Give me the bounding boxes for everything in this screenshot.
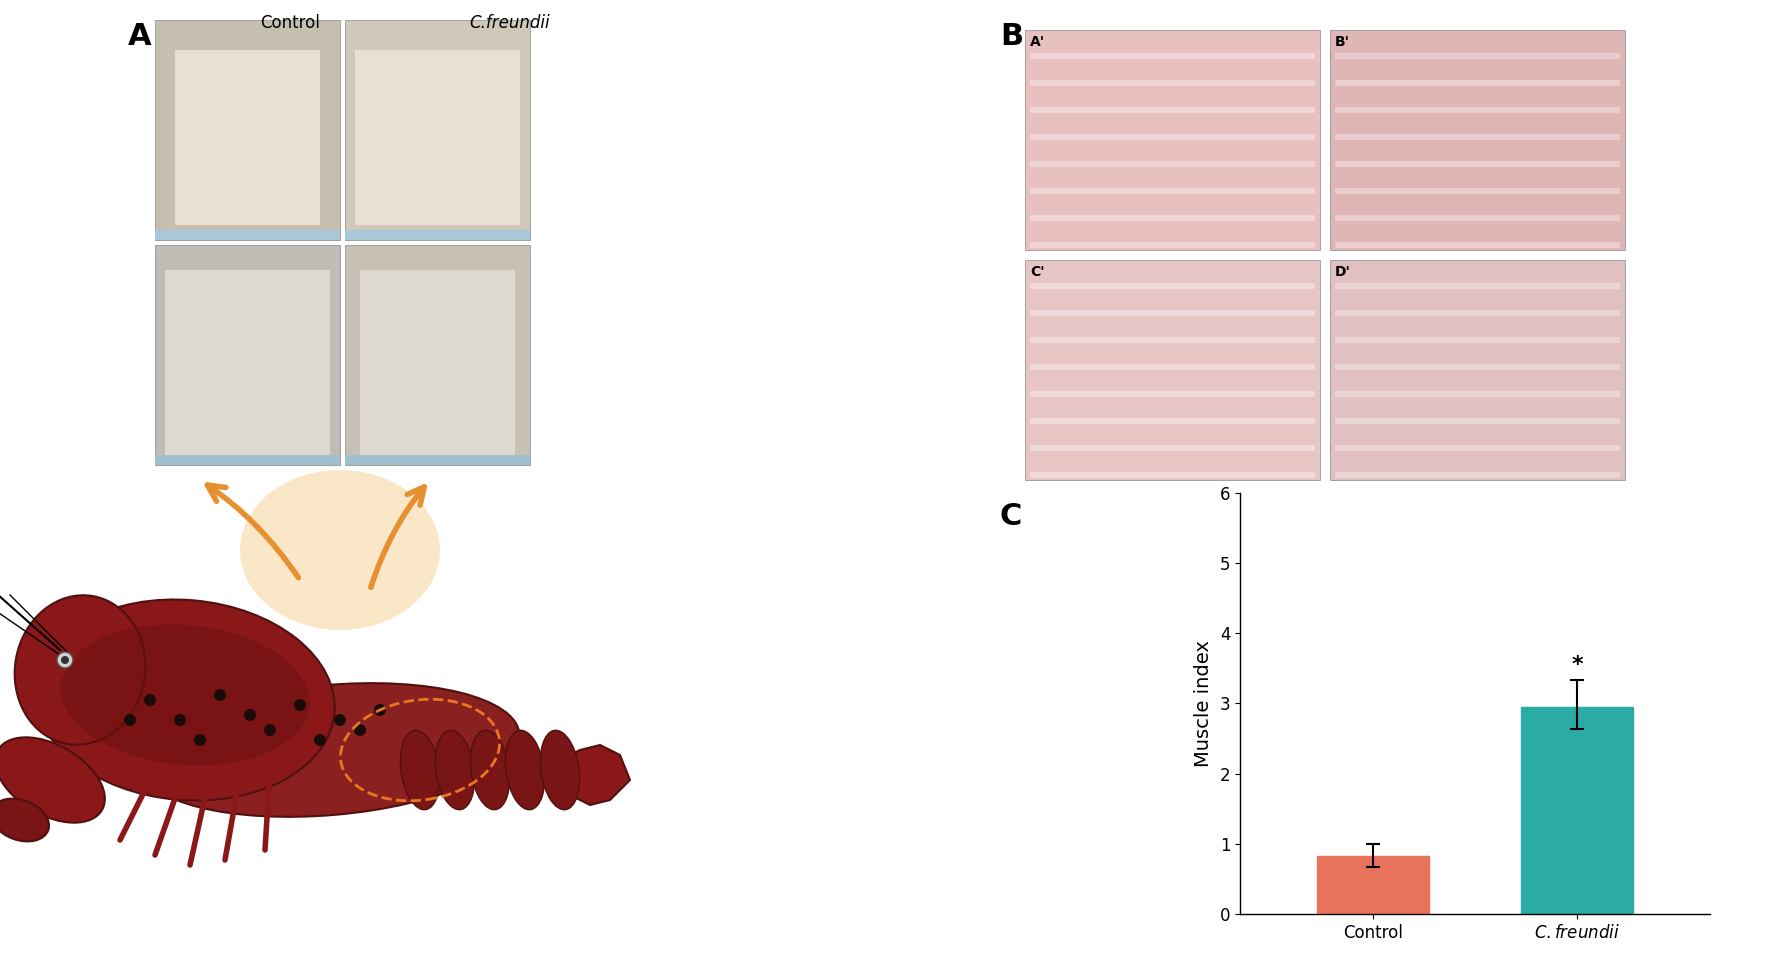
- Bar: [1030, 134, 1315, 140]
- Circle shape: [354, 724, 367, 736]
- Bar: [154, 20, 340, 240]
- Bar: [1334, 161, 1620, 167]
- Bar: [1030, 215, 1315, 221]
- Bar: [154, 455, 340, 465]
- Ellipse shape: [436, 730, 475, 809]
- Bar: [346, 20, 530, 240]
- Bar: [1030, 80, 1315, 86]
- Bar: [154, 245, 340, 465]
- Text: Control: Control: [260, 14, 321, 32]
- Bar: [1030, 310, 1315, 316]
- Bar: [1331, 260, 1625, 480]
- Bar: [1334, 80, 1620, 86]
- Circle shape: [174, 714, 186, 726]
- Ellipse shape: [505, 730, 544, 809]
- Ellipse shape: [470, 730, 510, 809]
- Bar: [1334, 472, 1620, 478]
- Circle shape: [57, 652, 73, 668]
- Bar: [1334, 107, 1620, 113]
- Bar: [1030, 107, 1315, 113]
- Bar: [346, 230, 530, 240]
- Text: C': C': [1030, 265, 1045, 279]
- Bar: [346, 245, 530, 465]
- Text: D': D': [1334, 265, 1350, 279]
- Bar: [165, 270, 330, 455]
- Bar: [1334, 283, 1620, 289]
- Bar: [1334, 364, 1620, 370]
- Bar: [1030, 445, 1315, 451]
- Y-axis label: Muscle index: Muscle index: [1194, 640, 1214, 767]
- Ellipse shape: [0, 799, 50, 841]
- Bar: [1030, 337, 1315, 343]
- Bar: [1030, 418, 1315, 424]
- Circle shape: [144, 694, 156, 706]
- Circle shape: [60, 656, 69, 664]
- Bar: [354, 50, 519, 225]
- Circle shape: [264, 724, 276, 736]
- Ellipse shape: [540, 730, 579, 809]
- Bar: [1334, 188, 1620, 194]
- Circle shape: [294, 699, 307, 711]
- Circle shape: [193, 734, 206, 746]
- Bar: [1030, 53, 1315, 59]
- Bar: [346, 455, 530, 465]
- Bar: [1520, 707, 1634, 914]
- Bar: [1030, 391, 1315, 397]
- Bar: [1334, 445, 1620, 451]
- Bar: [1024, 30, 1320, 250]
- Bar: [1334, 53, 1620, 59]
- Circle shape: [374, 704, 386, 716]
- Ellipse shape: [140, 683, 519, 817]
- Bar: [0, 480, 659, 950]
- Ellipse shape: [35, 600, 335, 801]
- Text: A: A: [128, 22, 152, 51]
- Text: A': A': [1030, 35, 1045, 49]
- Ellipse shape: [239, 470, 439, 630]
- Bar: [154, 230, 340, 240]
- Circle shape: [245, 709, 255, 721]
- Ellipse shape: [14, 596, 145, 745]
- Text: C: C: [999, 502, 1022, 531]
- Text: C.freundii: C.freundii: [470, 14, 551, 32]
- Bar: [1334, 215, 1620, 221]
- Circle shape: [314, 734, 326, 746]
- Text: B': B': [1334, 35, 1350, 49]
- Circle shape: [214, 689, 227, 701]
- Bar: [1024, 260, 1320, 480]
- Text: *: *: [1572, 655, 1582, 675]
- Bar: [1030, 283, 1315, 289]
- Bar: [1334, 337, 1620, 343]
- Bar: [360, 270, 516, 455]
- Bar: [1030, 242, 1315, 248]
- Bar: [1334, 391, 1620, 397]
- Bar: [1331, 30, 1625, 250]
- Circle shape: [333, 714, 346, 726]
- Bar: [1334, 134, 1620, 140]
- Bar: [1030, 188, 1315, 194]
- Bar: [1334, 418, 1620, 424]
- Bar: [1030, 161, 1315, 167]
- Ellipse shape: [0, 738, 105, 823]
- Bar: [1030, 364, 1315, 370]
- Bar: [1030, 472, 1315, 478]
- Ellipse shape: [60, 625, 310, 766]
- Polygon shape: [19, 650, 80, 680]
- Bar: [1317, 857, 1430, 914]
- Bar: [175, 50, 321, 225]
- Text: B: B: [999, 22, 1022, 51]
- Polygon shape: [549, 745, 631, 805]
- Ellipse shape: [400, 730, 439, 809]
- Bar: [1334, 242, 1620, 248]
- Circle shape: [124, 714, 136, 726]
- Bar: [1334, 310, 1620, 316]
